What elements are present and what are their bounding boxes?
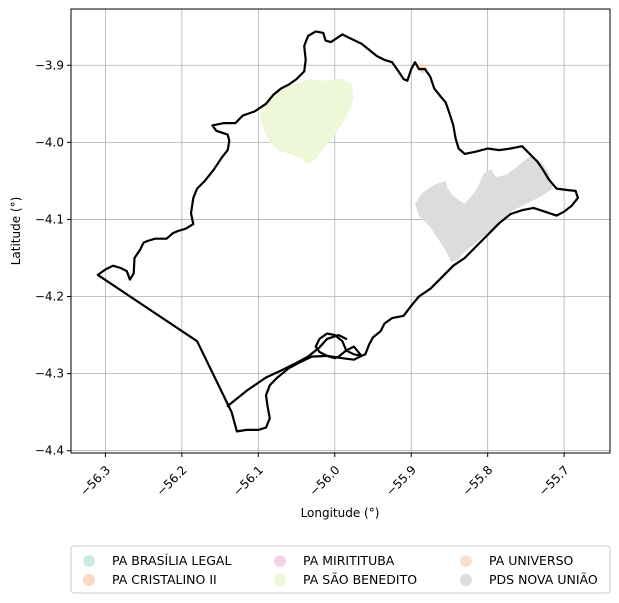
legend-label: PA CRISTALINO II [112,572,217,587]
legend-frame [70,545,611,594]
x-tick-label: −55.8 [460,463,496,499]
y-tick-label: −4.0 [35,135,64,149]
legend-item: PA MIRITITUBA [274,553,395,568]
legend-marker [460,555,472,567]
legend-label: PA BRASÍLIA LEGAL [112,553,231,568]
x-tick-label: −55.7 [536,463,572,499]
y-tick-label: −4.4 [35,444,64,458]
legend: PA BRASÍLIA LEGAL PA CRISTALINO II PA MI… [70,545,611,594]
area-pa-s-o-benedito [259,79,354,164]
legend-marker [274,574,286,586]
area-pds-nova-uni-o [415,156,553,262]
x-tick-label: −56.1 [230,463,266,499]
municipality-boundary [96,30,580,433]
y-tick-label: −3.9 [35,58,64,72]
legend-label: PDS NOVA UNIÃO [489,572,598,587]
plot-background [71,9,610,453]
legend-item: PA UNIVERSO [460,553,574,568]
x-axis-label: Longitude (°) [301,506,380,520]
legend-marker [83,574,95,586]
y-tick-label: −4.3 [35,367,64,381]
y-axis-label: Latitude (°) [9,197,23,266]
x-tick-label: −56.2 [154,463,190,499]
legend-item: PA SÃO BENEDITO [274,572,417,587]
legend-item: PA CRISTALINO II [83,572,217,587]
x-tick-label: −56.3 [77,463,113,499]
legend-marker [460,574,472,586]
x-axis-ticks: −56.3 −56.2 −56.1 −56.0 −55.9 −55.8 −55.7 [77,453,572,499]
legend-label: PA MIRITITUBA [303,553,395,568]
y-tick-label: −4.2 [35,290,64,304]
legend-item: PDS NOVA UNIÃO [460,572,598,587]
x-tick-label: −56.0 [307,463,343,499]
settlement-areas [259,63,553,262]
legend-label: PA UNIVERSO [489,553,574,568]
legend-label: PA SÃO BENEDITO [303,572,417,587]
plot-area [70,8,611,454]
y-tick-label: −4.1 [35,212,64,226]
legend-marker [83,555,95,567]
legend-marker [274,555,286,567]
legend-item: PA BRASÍLIA LEGAL [83,553,231,568]
plot-frame [70,8,611,454]
x-tick-label: −55.9 [383,463,419,499]
municipality-boundary-layer [96,30,580,433]
inner-boundary [226,334,348,408]
y-axis-ticks: −3.9 −4.0 −4.1 −4.2 −4.3 −4.4 [35,58,71,458]
